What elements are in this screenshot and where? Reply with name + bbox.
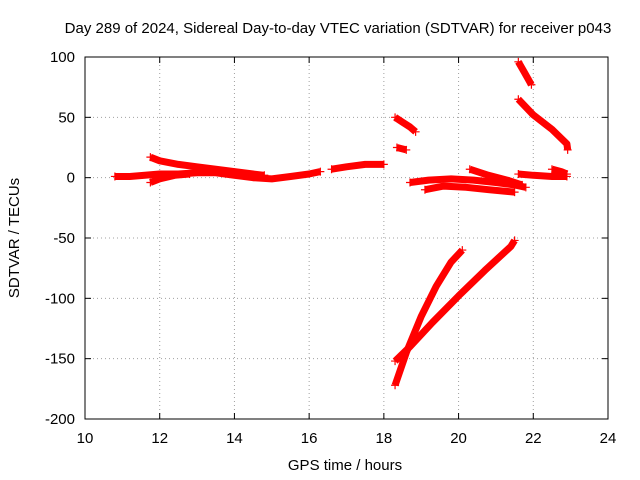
series-arc-1	[114, 168, 322, 183]
series-arc-12	[515, 60, 535, 87]
data-point	[391, 113, 400, 122]
data-point	[510, 236, 519, 245]
series-arc-9	[468, 165, 524, 189]
y-tick-label: 50	[58, 109, 75, 126]
data-point	[146, 153, 155, 162]
data-point	[391, 381, 400, 390]
data-point	[514, 95, 523, 104]
series-arc-10	[517, 170, 567, 180]
x-axis-label: GPS time / hours	[288, 457, 402, 474]
data-point	[465, 165, 474, 174]
data-point	[402, 145, 411, 154]
y-tick-label: -150	[45, 351, 75, 368]
series-arc-15	[392, 238, 518, 364]
x-tick-label: 10	[77, 430, 94, 447]
data-point	[510, 188, 519, 197]
y-tick-label: -100	[45, 290, 75, 307]
data-point	[514, 57, 523, 66]
data-series	[110, 57, 572, 390]
x-tick-label: 18	[376, 430, 393, 447]
data-point	[458, 246, 467, 255]
data-point	[379, 160, 388, 169]
data-point	[146, 178, 155, 187]
data-point	[420, 185, 429, 194]
data-point	[514, 170, 523, 179]
data-point	[316, 167, 325, 176]
data-point	[327, 165, 336, 174]
x-tick-label: 12	[151, 430, 168, 447]
y-tick-label: 100	[50, 49, 75, 66]
series-arc-13	[515, 96, 572, 151]
data-point	[527, 80, 536, 89]
data-point	[392, 143, 401, 152]
series-arc-2	[149, 153, 265, 179]
data-point	[562, 170, 571, 179]
data-point	[110, 172, 119, 181]
series-arc-14	[391, 247, 465, 387]
data-point	[260, 171, 269, 180]
data-point	[185, 170, 194, 179]
x-tick-label: 24	[600, 430, 617, 447]
chart-title: Day 289 of 2024, Sidereal Day-to-day VTE…	[65, 20, 612, 37]
plot-frame	[84, 56, 609, 420]
x-tick-label: 20	[450, 430, 467, 447]
series-arc-8	[424, 182, 515, 196]
data-point	[406, 178, 415, 187]
data-point	[547, 165, 556, 174]
data-point	[518, 180, 527, 189]
y-tick-label: -200	[45, 411, 75, 428]
y-tick-label: -50	[53, 230, 75, 247]
y-axis-label: SDTVAR / TECUs	[6, 178, 23, 298]
data-point	[563, 145, 572, 154]
x-tick-label: 14	[226, 430, 243, 447]
x-tick-label: 16	[301, 430, 318, 447]
x-axis-ticks: 10 12 14 16 18 20 22 24	[77, 430, 617, 447]
y-axis-ticks: 100 50 0 -50 -100 -150 -200	[45, 49, 75, 428]
data-point	[391, 357, 400, 366]
series-arc-5	[393, 114, 418, 135]
y-tick-label: 0	[67, 170, 75, 187]
series-arc-4	[331, 160, 384, 173]
x-tick-label: 22	[525, 430, 542, 447]
series-arc-3	[149, 170, 190, 186]
series-arc-11	[551, 165, 569, 178]
data-point	[411, 127, 420, 136]
